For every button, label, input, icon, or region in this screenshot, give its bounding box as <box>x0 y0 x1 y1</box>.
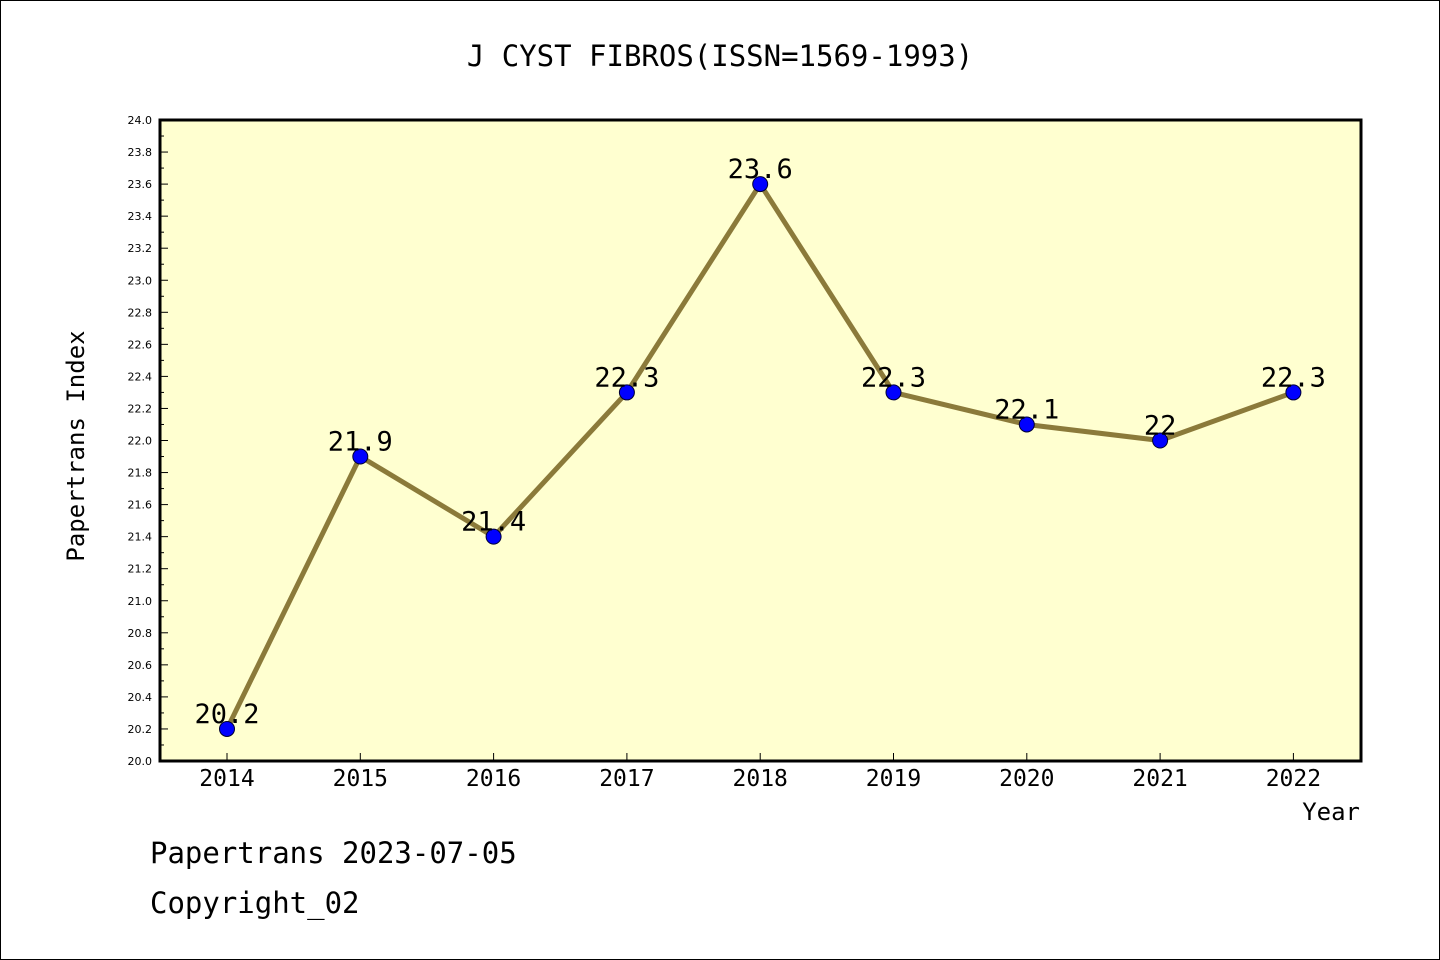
footer-date: Papertrans 2023-07-05 <box>150 836 517 870</box>
data-label: 23.6 <box>728 154 793 185</box>
y-tick-label: 21.6 <box>128 499 153 512</box>
y-tick-label: 22.4 <box>128 370 153 383</box>
y-tick-label: 21.8 <box>128 467 153 480</box>
data-label: 22.3 <box>1261 362 1326 393</box>
data-label: 20.2 <box>194 699 259 730</box>
x-tick-label: 2016 <box>466 766 521 792</box>
data-point <box>1152 432 1169 449</box>
y-tick-label: 22.0 <box>128 435 153 448</box>
y-tick-label: 21.0 <box>128 595 153 608</box>
data-label: 22.3 <box>594 362 659 393</box>
data-label: 22.1 <box>994 394 1059 425</box>
y-tick-label: 23.2 <box>128 242 153 255</box>
data-label: 21.9 <box>328 427 393 458</box>
y-tick-label: 23.0 <box>128 274 153 287</box>
y-tick-label: 20.6 <box>128 659 153 672</box>
y-tick-label: 22.2 <box>128 402 153 415</box>
data-point <box>485 528 502 545</box>
data-point <box>618 384 635 401</box>
data-point <box>1018 416 1035 433</box>
data-point <box>1285 384 1302 401</box>
x-axis-ticks: 2014 2015 2016 2017 2018 2019 2020 2021 2022 <box>199 753 1321 792</box>
y-tick-label: 21.4 <box>128 531 153 544</box>
chart-title: J CYST FIBROS(ISSN=1569-1993) <box>467 39 973 73</box>
x-tick-label: 2019 <box>866 766 921 792</box>
data-point <box>352 448 369 465</box>
data-point <box>752 176 769 193</box>
data-label: 21.4 <box>461 507 526 538</box>
y-axis-label: Papertrans Index <box>62 330 90 561</box>
x-tick-label: 2017 <box>599 766 654 792</box>
data-label: 22.3 <box>861 362 926 393</box>
x-tick-label: 2015 <box>333 766 388 792</box>
data-label: 22 <box>1144 411 1177 442</box>
x-tick-label: 2022 <box>1266 766 1321 792</box>
x-tick-label: 2021 <box>1132 766 1187 792</box>
y-tick-label: 20.4 <box>128 691 153 704</box>
data-point <box>885 384 902 401</box>
y-tick-label: 23.4 <box>128 210 153 223</box>
x-axis-label: Year <box>1302 798 1360 826</box>
y-tick-label: 20.2 <box>128 723 153 736</box>
x-tick-label: 2014 <box>199 766 254 792</box>
y-axis-ticks: 20.0 20.2 20.4 20.6 20.8 21.0 21.2 21.4 21.6 21.8… <box>128 114 168 768</box>
y-tick-label: 23.6 <box>128 178 153 191</box>
plot-border <box>158 118 1363 763</box>
y-tick-label: 24.0 <box>128 114 153 127</box>
y-tick-label: 22.8 <box>128 306 153 319</box>
y-tick-label: 20.8 <box>128 627 153 640</box>
footer-copyright: Copyright_02 <box>150 886 360 920</box>
series-layer: 20.2 21.9 21.4 22.3 23.6 22.3 22.1 22 22.3 <box>194 154 1326 737</box>
y-tick-label: 20.0 <box>128 755 153 768</box>
y-tick-label: 22.6 <box>128 338 153 351</box>
x-tick-label: 2020 <box>999 766 1054 792</box>
y-tick-label: 23.8 <box>128 146 153 159</box>
data-point <box>219 720 235 737</box>
x-tick-label: 2018 <box>733 766 788 792</box>
y-tick-label: 21.2 <box>128 563 153 576</box>
